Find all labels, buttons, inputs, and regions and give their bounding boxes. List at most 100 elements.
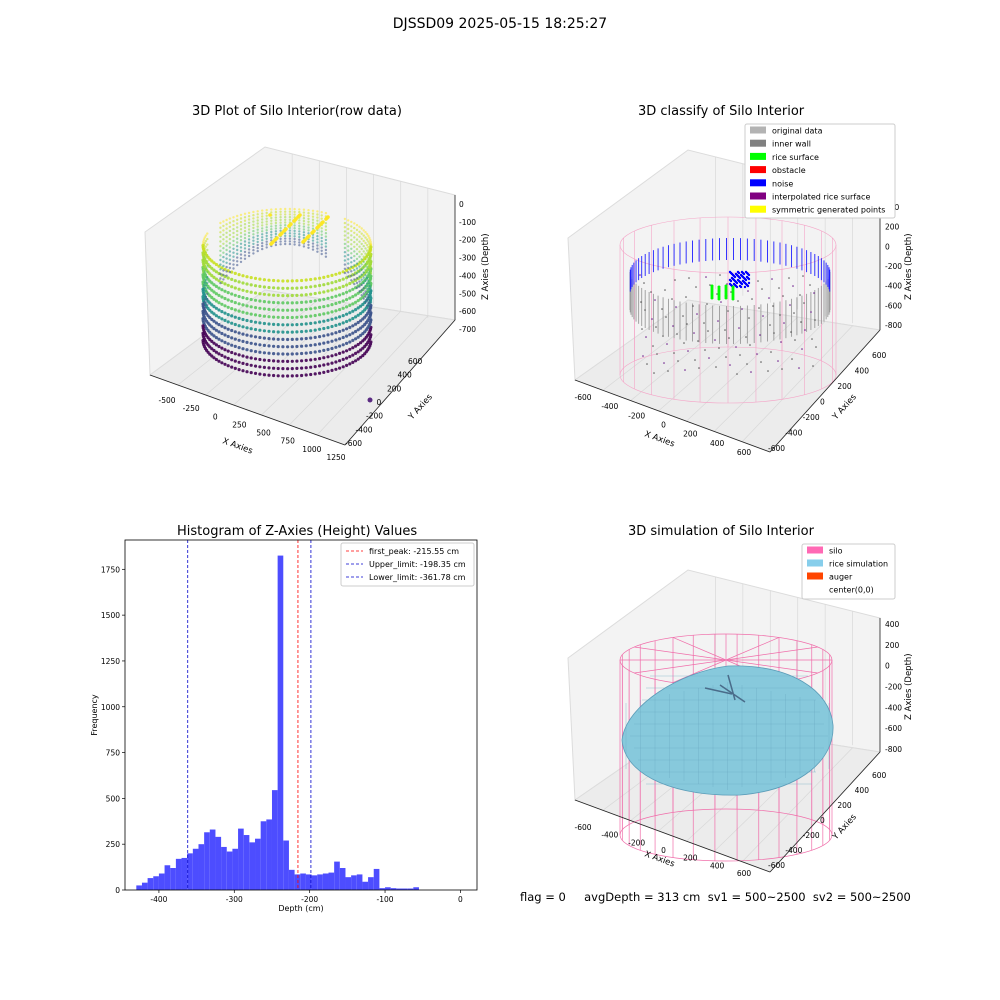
- raw-point: [228, 270, 232, 274]
- raw-point: [239, 220, 243, 224]
- raw-point: [358, 225, 361, 228]
- raw-point: [230, 314, 234, 318]
- raw-point: [353, 240, 356, 244]
- interior-point: [703, 322, 705, 324]
- raw-point: [252, 249, 255, 252]
- raw-point: [356, 320, 360, 325]
- raw-point: [343, 246, 347, 250]
- raw-point: [367, 257, 370, 260]
- raw-point: [364, 257, 367, 261]
- raw-point: [307, 211, 310, 215]
- raw-point: [351, 346, 355, 350]
- interior-point: [792, 285, 794, 287]
- raw-point: [252, 236, 255, 239]
- raw-point: [320, 249, 323, 252]
- p1-ztick-label: -300: [459, 254, 476, 263]
- raw-point: [322, 370, 326, 374]
- raw-point: [204, 284, 208, 287]
- raw-point: [225, 223, 228, 226]
- raw-point: [217, 337, 221, 341]
- legend-label: Upper_limit: -198.35 cm: [369, 560, 466, 569]
- raw-point: [320, 230, 323, 233]
- raw-point: [217, 323, 221, 327]
- raw-point: [226, 364, 230, 368]
- histogram-bar: [334, 861, 340, 890]
- interior-point: [725, 356, 727, 358]
- raw-point: [334, 323, 338, 327]
- raw-point: [214, 343, 218, 347]
- legend-swatch: [750, 126, 766, 134]
- raw-point: [261, 221, 264, 224]
- raw-point: [356, 313, 360, 317]
- raw-point: [334, 301, 338, 306]
- raw-point: [300, 322, 304, 326]
- raw-point: [294, 217, 298, 221]
- raw-point: [338, 351, 342, 355]
- raw-point: [243, 247, 247, 250]
- raw-point: [362, 287, 365, 290]
- raw-point: [295, 293, 299, 297]
- raw-point: [247, 254, 251, 258]
- raw-point: [300, 300, 304, 304]
- raw-point: [347, 245, 350, 248]
- raw-point: [286, 308, 290, 312]
- raw-point: [222, 264, 225, 268]
- raw-point: [267, 307, 271, 311]
- raw-point: [367, 307, 370, 310]
- raw-point: [320, 227, 323, 230]
- raw-point: [309, 343, 313, 347]
- raw-point: [369, 292, 372, 295]
- interior-point: [778, 287, 780, 289]
- raw-point: [232, 263, 235, 266]
- raw-point: [343, 271, 347, 275]
- raw-point: [350, 265, 353, 268]
- raw-point: [249, 334, 253, 338]
- raw-point: [341, 357, 345, 361]
- raw-point: [262, 373, 266, 377]
- noise-point: [738, 276, 742, 280]
- raw-point: [201, 338, 205, 343]
- raw-point: [361, 324, 365, 328]
- raw-point: [365, 298, 369, 302]
- noise-point: [729, 279, 733, 283]
- raw-point: [326, 340, 330, 344]
- raw-point: [313, 313, 317, 318]
- raw-point: [293, 227, 296, 230]
- raw-point: [241, 369, 245, 373]
- raw-point: [276, 359, 280, 363]
- raw-point: [228, 217, 232, 220]
- p1-ztick-label: -400: [459, 271, 476, 280]
- raw-point: [309, 358, 313, 362]
- raw-point: [280, 231, 284, 235]
- raw-point: [324, 245, 328, 248]
- interior-point: [799, 294, 801, 296]
- histogram-bar: [192, 848, 199, 890]
- raw-point: [261, 247, 264, 251]
- interior-point: [759, 334, 761, 336]
- rice-surface-point: [724, 294, 728, 298]
- raw-point: [338, 278, 342, 282]
- interior-point: [665, 316, 667, 318]
- raw-point: [286, 286, 290, 290]
- raw-point: [322, 283, 326, 287]
- raw-point: [341, 365, 345, 369]
- raw-point: [348, 340, 352, 344]
- raw-point: [281, 315, 285, 320]
- raw-point: [309, 314, 313, 318]
- raw-point: [219, 254, 222, 257]
- raw-point: [354, 351, 358, 355]
- raw-point: [330, 332, 334, 336]
- panel1-ylabel: Y Axies: [406, 392, 435, 423]
- interior-point: [801, 348, 803, 350]
- raw-point: [203, 253, 206, 256]
- raw-point: [217, 308, 221, 312]
- histogram-bar: [396, 888, 402, 890]
- raw-point: [232, 251, 235, 254]
- raw-point: [256, 210, 259, 213]
- rice-surface-point: [717, 287, 721, 291]
- raw-point: [367, 290, 370, 293]
- raw-point: [214, 350, 218, 354]
- histogram-bar: [413, 887, 419, 890]
- legend-swatch: [750, 166, 766, 174]
